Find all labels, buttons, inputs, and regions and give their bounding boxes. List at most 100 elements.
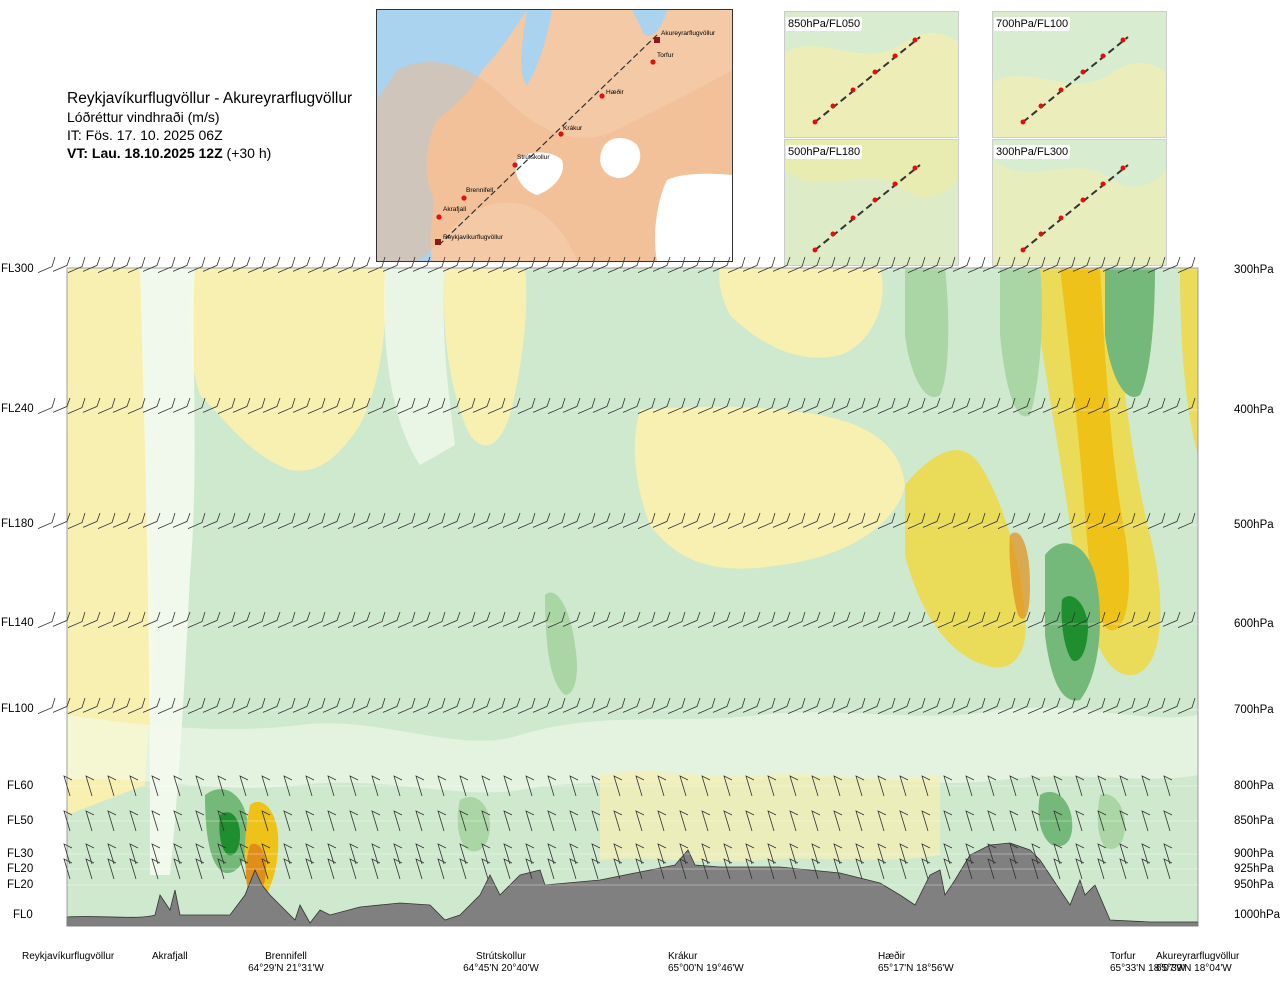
- wind-barb: [987, 810, 997, 832]
- wind-barb: [1072, 512, 1091, 528]
- wind-barb: [767, 810, 777, 832]
- wind-barb: [789, 775, 799, 797]
- wind-barb: [982, 512, 1001, 528]
- wind-barb: [305, 858, 315, 880]
- wind-barb: [657, 775, 667, 797]
- wind-barb: [1102, 697, 1121, 713]
- thumb-700[interactable]: 700hPa/FL100: [992, 11, 1167, 138]
- wind-barb: [352, 256, 371, 272]
- wind-barb: [907, 397, 926, 414]
- wind-barb: [742, 611, 761, 627]
- wind-barb: [965, 843, 975, 865]
- fl-label-20b: FL20: [7, 879, 34, 891]
- wind-barb: [1053, 810, 1063, 832]
- wind-barb: [1132, 697, 1151, 713]
- wind-barb: [727, 512, 746, 529]
- wind-barb: [1087, 512, 1106, 529]
- wind-barb: [305, 775, 315, 797]
- wind-barb: [1117, 697, 1136, 714]
- wind-barb: [382, 256, 401, 272]
- wind-barb: [569, 810, 579, 832]
- wind-barb: [292, 512, 311, 528]
- wind-barb: [657, 810, 667, 832]
- thumb-500[interactable]: 500hPa/FL180: [784, 139, 959, 266]
- thumb-300[interactable]: 300hPa/FL300: [992, 139, 1167, 266]
- wind-barb: [789, 810, 799, 832]
- wind-barb: [1117, 256, 1136, 273]
- wind-barb: [622, 697, 641, 713]
- valid-offset: (+30 h): [226, 145, 272, 161]
- wind-barb: [217, 611, 236, 628]
- wind-barb: [862, 697, 881, 713]
- wind-barb: [922, 697, 941, 713]
- wind-barb: [987, 775, 997, 797]
- wind-barb: [1147, 397, 1166, 414]
- wind-barb: [127, 697, 146, 714]
- thumb-500-label: 500hPa/FL180: [786, 145, 863, 159]
- wind-barb: [337, 512, 356, 529]
- wind-barb: [1009, 810, 1019, 832]
- wind-barb: [635, 775, 645, 797]
- wind-barb: [277, 512, 296, 529]
- wind-barb: [305, 810, 315, 832]
- wind-barb: [701, 858, 711, 880]
- wind-barb: [697, 256, 716, 273]
- wind-barb: [591, 810, 601, 832]
- wind-barb: [817, 256, 836, 273]
- wind-barb: [412, 512, 431, 528]
- wind-barb: [789, 843, 799, 865]
- wind-barb: [712, 397, 731, 413]
- wind-barb: [833, 775, 843, 797]
- wind-barb: [997, 256, 1016, 273]
- wind-barb: [745, 810, 755, 832]
- wind-barb: [481, 858, 491, 880]
- map-label-strutskollur: Strútskollur: [517, 154, 550, 161]
- wind-barb: [667, 397, 686, 414]
- wind-barb: [292, 397, 311, 413]
- wind-barb: [637, 611, 656, 628]
- wind-barb: [52, 611, 71, 627]
- fl-label-180: FL180: [1, 518, 34, 530]
- wind-barb: [502, 611, 521, 627]
- wind-barb: [622, 256, 641, 272]
- wind-barb: [349, 810, 359, 832]
- wind-barb: [982, 697, 1001, 713]
- wind-barb: [1012, 397, 1031, 413]
- wind-barb: [1042, 397, 1061, 413]
- wind-barb: [757, 611, 776, 628]
- wind-barb: [112, 256, 131, 272]
- wind-barb: [367, 256, 386, 273]
- wind-barb: [1027, 697, 1046, 714]
- wind-barb: [712, 697, 731, 713]
- wind-barb: [107, 810, 117, 832]
- wind-barb: [1053, 858, 1063, 880]
- wind-barb: [922, 512, 941, 528]
- wind-barb: [292, 611, 311, 627]
- wind-barb: [907, 256, 926, 273]
- wind-barb: [459, 775, 469, 797]
- xlabel-strutskollur-coord: 64°45'N 20°40'W: [463, 963, 539, 974]
- wind-barb: [1132, 256, 1151, 272]
- wind-barb: [937, 397, 956, 414]
- wind-barb: [967, 697, 986, 714]
- wind-barb: [547, 858, 557, 880]
- thumb-850[interactable]: 850hPa/FL050: [784, 11, 959, 138]
- wind-barb: [1031, 775, 1041, 797]
- wind-barb: [701, 775, 711, 797]
- wind-barb: [892, 256, 911, 272]
- cross-section-field: [67, 268, 1198, 926]
- wind-barb: [787, 512, 806, 529]
- wind-barb: [172, 611, 191, 627]
- wind-barb: [107, 775, 117, 797]
- wind-barb: [503, 858, 513, 880]
- xlabel-krakur-name: Krákur: [668, 951, 698, 962]
- wind-barb: [547, 697, 566, 714]
- wind-barb: [82, 512, 101, 528]
- wind-barb: [847, 697, 866, 714]
- wind-barb: [327, 775, 337, 797]
- wind-barb: [877, 512, 896, 529]
- wind-barb: [1117, 611, 1136, 628]
- wind-barb: [1072, 256, 1091, 272]
- wind-barb: [232, 697, 251, 713]
- wind-barb: [283, 843, 293, 865]
